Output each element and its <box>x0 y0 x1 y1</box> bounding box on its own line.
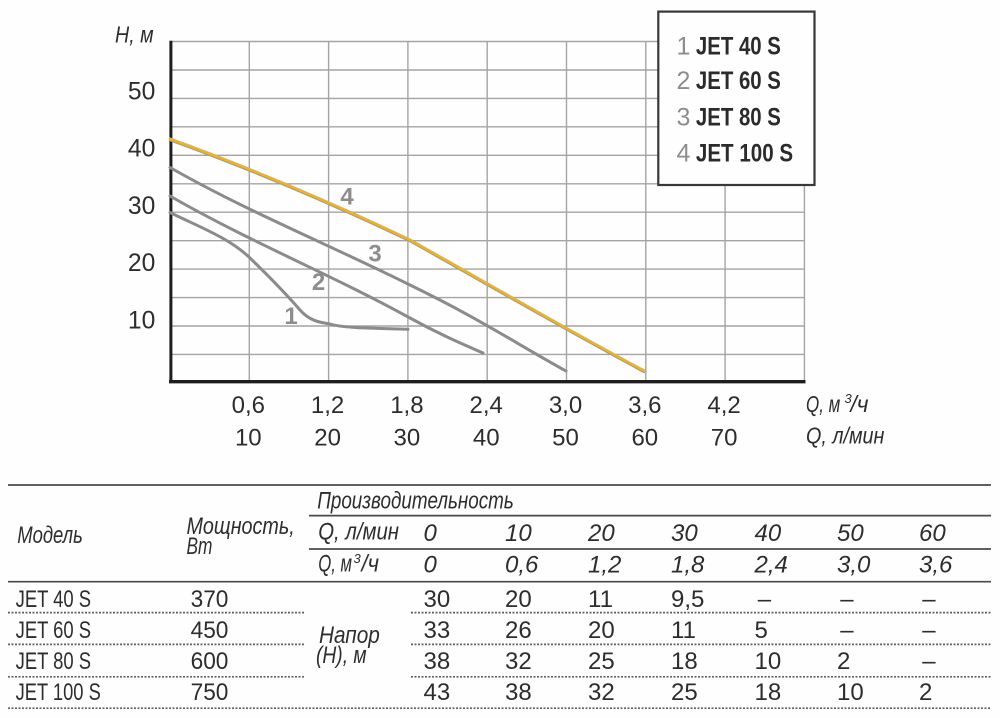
svg-text:Напор: Напор <box>319 622 380 649</box>
svg-text:30: 30 <box>671 520 698 547</box>
svg-text:3,6: 3,6 <box>628 392 661 419</box>
svg-text:1,2: 1,2 <box>588 552 621 579</box>
svg-text:20: 20 <box>505 586 532 613</box>
svg-text:0,6: 0,6 <box>505 552 539 579</box>
svg-text:–: – <box>758 586 772 613</box>
svg-text:4,2: 4,2 <box>707 392 740 419</box>
svg-text:3: 3 <box>354 551 362 566</box>
svg-text:JET 100 S: JET 100 S <box>16 679 101 706</box>
svg-text:32: 32 <box>588 679 615 706</box>
svg-text:25: 25 <box>588 648 615 675</box>
svg-text:–: – <box>922 586 936 613</box>
svg-text:3: 3 <box>845 391 853 406</box>
svg-text:3: 3 <box>677 103 691 131</box>
svg-text:30: 30 <box>424 586 451 613</box>
svg-text:0: 0 <box>424 520 438 547</box>
svg-text:20: 20 <box>128 249 155 277</box>
svg-text:450: 450 <box>191 617 229 644</box>
svg-text:30: 30 <box>394 425 421 452</box>
svg-text:20: 20 <box>587 520 615 547</box>
svg-text:Модель: Модель <box>17 522 83 549</box>
svg-text:0,6: 0,6 <box>232 392 265 419</box>
svg-text:70: 70 <box>711 425 738 452</box>
svg-text:–: – <box>922 617 936 644</box>
svg-text:20: 20 <box>588 617 615 644</box>
svg-text:3,6: 3,6 <box>919 552 953 579</box>
svg-text:/ч: /ч <box>360 551 379 578</box>
svg-text:38: 38 <box>424 648 451 675</box>
svg-text:0: 0 <box>424 552 438 579</box>
svg-text:11: 11 <box>671 617 696 644</box>
svg-text:40: 40 <box>755 520 782 547</box>
svg-text:3,0: 3,0 <box>837 552 871 579</box>
svg-text:3,0: 3,0 <box>549 392 582 419</box>
svg-text:Q, л/мин: Q, л/мин <box>318 519 399 546</box>
svg-text:60: 60 <box>919 520 946 547</box>
svg-text:33: 33 <box>424 617 451 644</box>
svg-text:750: 750 <box>191 679 229 706</box>
svg-text:18: 18 <box>755 679 782 706</box>
svg-text:50: 50 <box>837 520 864 547</box>
svg-text:38: 38 <box>505 679 532 706</box>
svg-text:–: – <box>840 617 854 644</box>
svg-text:1,2: 1,2 <box>311 392 344 419</box>
svg-text:H, м: H, м <box>115 21 154 47</box>
svg-text:JET 80 S: JET 80 S <box>16 648 92 675</box>
svg-text:2: 2 <box>837 648 850 675</box>
svg-text:Вт: Вт <box>187 533 213 560</box>
svg-text:(Н), м: (Н), м <box>316 642 367 669</box>
svg-text:Мощность,: Мощность, <box>187 513 295 540</box>
svg-text:Q, м: Q, м <box>806 391 840 417</box>
svg-text:2: 2 <box>312 269 325 296</box>
svg-text:Q, л/мин: Q, л/мин <box>806 422 885 448</box>
svg-text:50: 50 <box>552 425 579 452</box>
svg-text:10: 10 <box>505 520 532 547</box>
svg-text:JET 100 S: JET 100 S <box>696 140 793 168</box>
svg-text:1,8: 1,8 <box>390 392 423 419</box>
svg-text:40: 40 <box>128 135 155 163</box>
svg-text:370: 370 <box>191 586 229 613</box>
svg-text:1: 1 <box>677 32 691 60</box>
svg-text:JET 40 S: JET 40 S <box>16 586 92 613</box>
svg-text:26: 26 <box>505 617 532 644</box>
svg-text:4: 4 <box>340 184 354 211</box>
svg-text:10: 10 <box>235 425 262 452</box>
svg-text:2,4: 2,4 <box>470 392 503 419</box>
svg-text:2: 2 <box>919 679 932 706</box>
svg-text:5: 5 <box>755 617 768 644</box>
svg-text:4: 4 <box>677 140 691 168</box>
svg-text:1: 1 <box>284 303 297 330</box>
svg-text:Производительность: Производительность <box>317 488 514 515</box>
svg-text:1,8: 1,8 <box>671 552 705 579</box>
svg-text:10: 10 <box>837 679 864 706</box>
svg-text:50: 50 <box>128 77 155 105</box>
svg-text:40: 40 <box>473 425 500 452</box>
svg-text:10: 10 <box>755 648 782 675</box>
svg-text:–: – <box>840 586 854 613</box>
svg-text:2: 2 <box>677 67 691 95</box>
svg-text:Q, м: Q, м <box>318 551 352 578</box>
svg-text:JET 60 S: JET 60 S <box>696 67 781 95</box>
svg-text:60: 60 <box>631 425 658 452</box>
svg-text:600: 600 <box>191 648 229 675</box>
svg-text:32: 32 <box>505 648 532 675</box>
svg-text:JET 60 S: JET 60 S <box>16 617 92 644</box>
svg-text:JET 40 S: JET 40 S <box>696 32 781 60</box>
svg-text:11: 11 <box>588 586 613 613</box>
svg-text:2,4: 2,4 <box>754 552 788 579</box>
svg-text:25: 25 <box>671 679 698 706</box>
svg-text:20: 20 <box>314 425 341 452</box>
svg-text:–: – <box>922 648 936 675</box>
svg-text:/ч: /ч <box>849 391 869 417</box>
svg-text:30: 30 <box>128 192 155 220</box>
svg-text:43: 43 <box>424 679 451 706</box>
svg-text:18: 18 <box>671 648 698 675</box>
svg-text:9,5: 9,5 <box>671 586 704 613</box>
svg-text:10: 10 <box>128 306 155 334</box>
svg-text:JET 80 S: JET 80 S <box>696 103 781 131</box>
svg-text:3: 3 <box>368 241 381 268</box>
